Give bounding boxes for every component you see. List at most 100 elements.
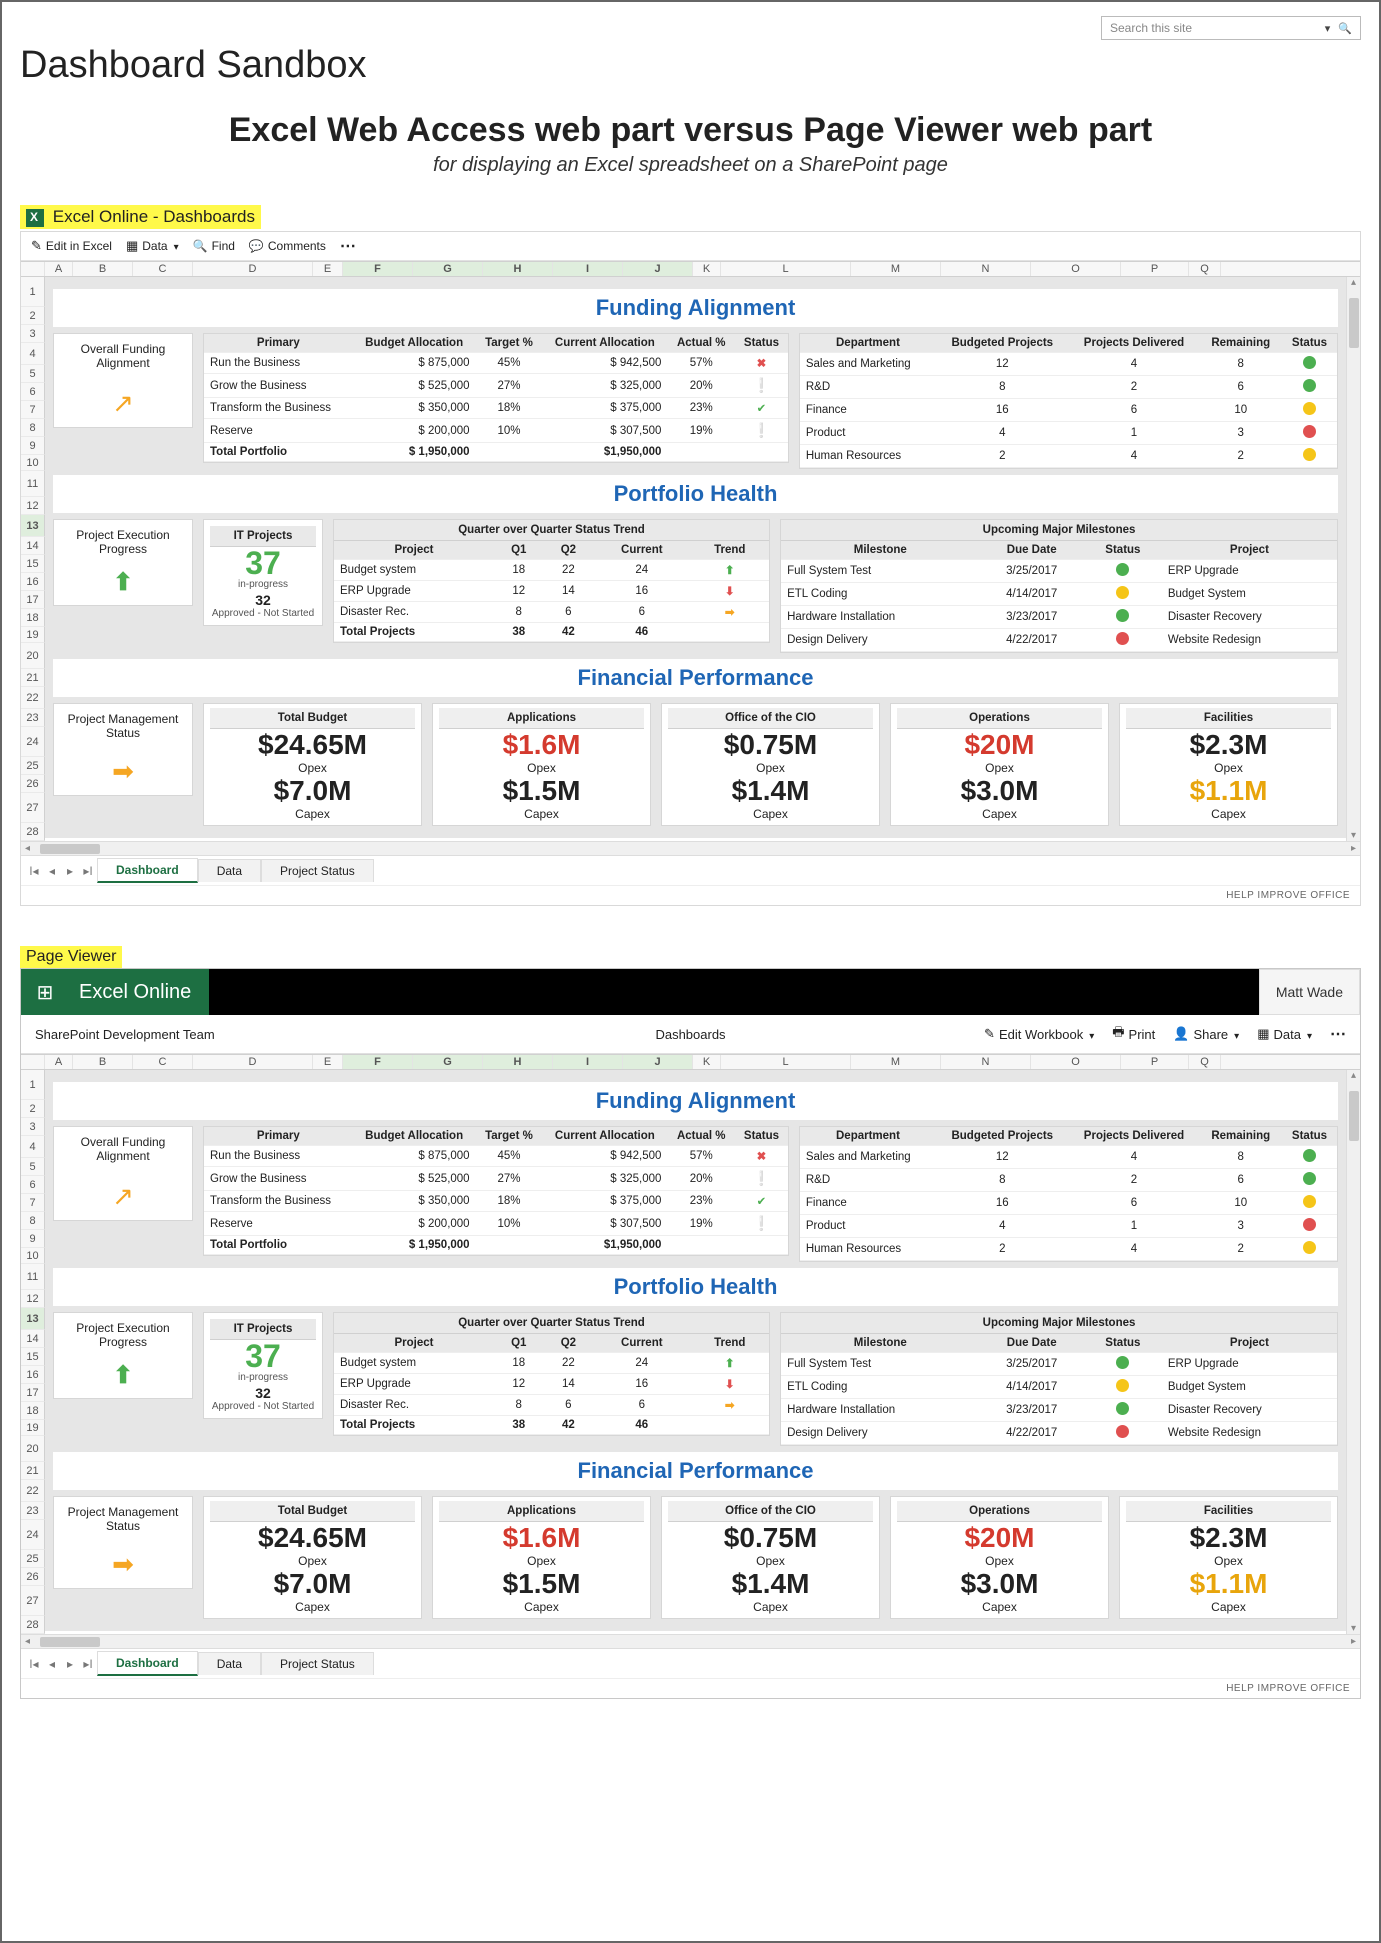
sheet-body-pv: 1234567891011121314151617181920212223242… xyxy=(21,1070,1360,1634)
page-frame: Search this site ▾ 🔍 Dashboard Sandbox E… xyxy=(0,0,1381,1943)
portfolio-health-title: Portfolio Health xyxy=(53,475,1338,513)
printer-icon xyxy=(1112,1023,1124,1045)
comment-icon xyxy=(249,239,264,253)
tab-nav-prev[interactable]: ◂ xyxy=(43,1657,61,1671)
fin-tile-4: Facilities $2.3M Opex $1.1M Capex xyxy=(1119,703,1338,826)
team-name[interactable]: SharePoint Development Team xyxy=(35,1027,215,1042)
primary-table: PrimaryBudget AllocationTarget %Current … xyxy=(203,333,789,463)
pms-tile: Project Management Status➡ xyxy=(53,1496,193,1589)
site-search[interactable]: Search this site ▾ 🔍 xyxy=(1101,16,1361,40)
tab-nav-last[interactable]: ▸ǀ xyxy=(79,1657,97,1671)
data-dropdown[interactable]: Data xyxy=(126,238,179,254)
excel-online-brand[interactable]: Excel Online xyxy=(69,969,209,1015)
sheet-tab-data[interactable]: Data xyxy=(198,859,261,882)
webpart-2-label: Page Viewer xyxy=(20,946,122,968)
milestones-table: Upcoming Major MilestonesMilestoneDue Da… xyxy=(780,1312,1338,1446)
site-title: Dashboard Sandbox xyxy=(20,44,1361,87)
search-icon xyxy=(193,239,208,253)
scroll-down-icon[interactable]: ▾ xyxy=(1351,830,1356,841)
excel-web-access-webpart: Edit in Excel Data Find Comments ABCDEFG… xyxy=(20,231,1361,906)
search-icon[interactable]: 🔍 xyxy=(1338,22,1352,35)
row-numbers: 1234567891011121314151617181920212223242… xyxy=(21,277,45,841)
help-improve-office[interactable]: HELP IMPROVE OFFICE xyxy=(21,885,1360,905)
fin-tile-4: Facilities $2.3M Opex $1.1M Capex xyxy=(1119,1496,1338,1619)
current-user[interactable]: Matt Wade xyxy=(1259,969,1360,1015)
sheet-tab-dashboard[interactable]: Dashboard xyxy=(97,858,198,883)
scroll-down-icon[interactable]: ▾ xyxy=(1351,1623,1356,1634)
project-execution-tile: Project Execution Progress⬆ xyxy=(53,1312,193,1399)
trend-arrow-icon: ↗ xyxy=(112,1181,134,1211)
document-title: Excel Web Access web part versus Page Vi… xyxy=(20,111,1361,150)
comments-button[interactable]: Comments xyxy=(249,239,326,253)
fin-tile-0: Total Budget $24.65M Opex $7.0M Capex xyxy=(203,1496,422,1619)
vertical-scrollbar[interactable]: ▴ ▾ xyxy=(1346,277,1360,841)
edit-workbook-dropdown[interactable]: Edit Workbook xyxy=(984,1026,1094,1042)
chevron-down-icon xyxy=(1087,1027,1094,1042)
app-launcher-icon[interactable]: ⊞ xyxy=(21,969,69,1015)
tab-nav-first[interactable]: ǀ◂ xyxy=(25,864,43,878)
help-improve-office-pv[interactable]: HELP IMPROVE OFFICE xyxy=(21,1678,1360,1698)
tab-nav-next[interactable]: ▸ xyxy=(61,864,79,878)
data-icon xyxy=(126,238,138,254)
webpart-toolbar: Edit in Excel Data Find Comments xyxy=(21,232,1360,261)
department-table: DepartmentBudgeted ProjectsProjects Deli… xyxy=(799,1126,1338,1262)
tab-nav-first[interactable]: ǀ◂ xyxy=(25,1657,43,1671)
side-arrow-icon: ➡ xyxy=(112,1549,134,1579)
chevron-down-icon xyxy=(1232,1027,1239,1042)
scroll-right-icon[interactable]: ▸ xyxy=(1351,1636,1356,1647)
data-dropdown-pv[interactable]: Data xyxy=(1257,1026,1312,1042)
sheet-tab-data[interactable]: Data xyxy=(198,1652,261,1675)
column-headers-pv: ABCDEFGHIJKLMNOPQ xyxy=(21,1054,1360,1070)
scroll-left-icon[interactable]: ◂ xyxy=(25,1636,30,1647)
overall-funding-tile: Overall Funding Alignment↗ xyxy=(53,333,193,428)
scroll-thumb[interactable] xyxy=(1349,298,1359,348)
scroll-thumb[interactable] xyxy=(1349,1091,1359,1141)
worksheet-area-pv[interactable]: Funding AlignmentOverall Funding Alignme… xyxy=(45,1070,1346,1634)
search-placeholder: Search this site xyxy=(1110,21,1192,35)
qoq-table: Quarter over Quarter Status TrendProject… xyxy=(333,519,770,643)
portfolio-health-title: Portfolio Health xyxy=(53,1268,1338,1306)
up-arrow-icon: ⬆ xyxy=(113,1362,133,1389)
print-button[interactable]: Print xyxy=(1112,1023,1155,1045)
worksheet-area[interactable]: Funding Alignment Overall Funding Alignme… xyxy=(45,277,1346,841)
trend-arrow-icon: ↗ xyxy=(112,388,134,418)
tab-nav-last[interactable]: ▸ǀ xyxy=(79,864,97,878)
search-icons: ▾ 🔍 xyxy=(1325,22,1352,35)
scroll-thumb-h[interactable] xyxy=(40,844,100,854)
scroll-up-icon[interactable]: ▴ xyxy=(1351,277,1356,288)
vertical-scrollbar-pv[interactable]: ▴ ▾ xyxy=(1346,1070,1360,1634)
workbook-name: Dashboards xyxy=(655,1027,725,1042)
share-dropdown[interactable]: Share xyxy=(1173,1026,1239,1042)
sheet-tab-project-status[interactable]: Project Status xyxy=(261,859,374,882)
data-icon xyxy=(1257,1026,1269,1042)
fin-tile-3: Operations $20M Opex $3.0M Capex xyxy=(890,1496,1109,1619)
sheet-tab-project-status[interactable]: Project Status xyxy=(261,1652,374,1675)
horizontal-scrollbar[interactable]: ◂ ▸ xyxy=(21,841,1360,855)
pms-tile: Project Management Status➡ xyxy=(53,703,193,796)
project-execution-tile: Project Execution Progress⬆ xyxy=(53,519,193,606)
edit-in-excel-button[interactable]: Edit in Excel xyxy=(31,238,112,254)
tab-nav-next[interactable]: ▸ xyxy=(61,1657,79,1671)
scroll-up-icon[interactable]: ▴ xyxy=(1351,1070,1356,1081)
scroll-left-icon[interactable]: ◂ xyxy=(25,843,30,854)
dropdown-icon[interactable]: ▾ xyxy=(1325,22,1331,35)
scroll-right-icon[interactable]: ▸ xyxy=(1351,843,1356,854)
sheet-body: 1234567891011121314151617181920212223242… xyxy=(21,277,1360,841)
fin-tile-3: Operations $20M Opex $3.0M Capex xyxy=(890,703,1109,826)
milestones-table: Upcoming Major MilestonesMilestoneDue Da… xyxy=(780,519,1338,653)
fin-tile-1: Applications $1.6M Opex $1.5M Capex xyxy=(432,703,651,826)
header-blackbar xyxy=(209,969,1259,1015)
more-menu-pv[interactable] xyxy=(1330,1024,1346,1044)
excel-online-header: ⊞ Excel Online Matt Wade xyxy=(21,969,1360,1015)
scroll-thumb-h[interactable] xyxy=(40,1637,100,1647)
find-button[interactable]: Find xyxy=(193,239,235,253)
page-viewer-webpart: ⊞ Excel Online Matt Wade SharePoint Deve… xyxy=(20,968,1361,1699)
funding-alignment-title: Funding Alignment xyxy=(53,289,1338,327)
horizontal-scrollbar-pv[interactable]: ◂ ▸ xyxy=(21,1634,1360,1648)
dashboard-content-pv: Funding AlignmentOverall Funding Alignme… xyxy=(45,1070,1346,1631)
fin-tile-0: Total Budget $24.65M Opex $7.0M Capex xyxy=(203,703,422,826)
excel-online-subbar: SharePoint Development Team Dashboards E… xyxy=(21,1015,1360,1054)
more-menu[interactable] xyxy=(340,236,356,256)
tab-nav-prev[interactable]: ◂ xyxy=(43,864,61,878)
sheet-tab-dashboard[interactable]: Dashboard xyxy=(97,1651,198,1676)
